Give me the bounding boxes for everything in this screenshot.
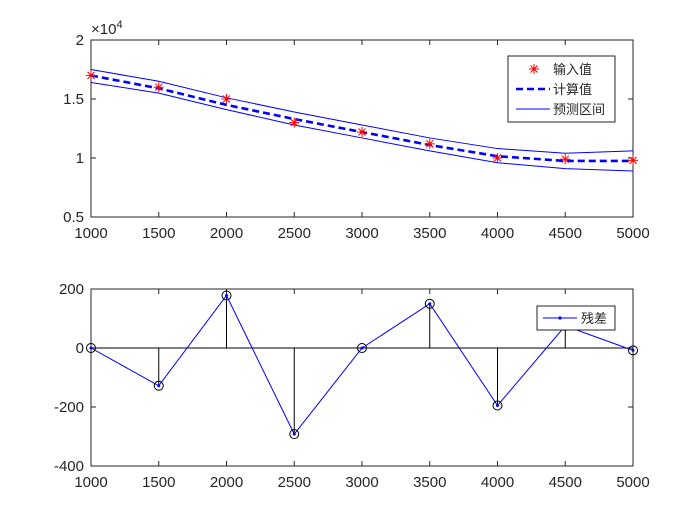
- residual-point: [89, 346, 93, 350]
- residual-circle: [424, 298, 435, 309]
- prediction-interval-upper: [90, 69, 634, 154]
- input-point: [357, 127, 367, 138]
- asterisk-stroke: [561, 155, 570, 164]
- residual-point: [428, 302, 432, 306]
- x-tick-label: 1000: [74, 474, 107, 491]
- x-tick-label: 1500: [142, 474, 175, 491]
- residual-circle: [221, 290, 232, 301]
- x-tick-label: 4500: [549, 474, 582, 491]
- x-tick-label: 4500: [549, 225, 582, 242]
- legend: 残差: [536, 305, 616, 331]
- x-tick-label: 2000: [210, 225, 243, 242]
- residual-point: [157, 384, 161, 388]
- x-tick-label: 1500: [142, 225, 175, 242]
- asterisk-stroke: [154, 83, 163, 92]
- subplot-1: 1000 1500 2000 2500 3000 3500 4000 4500 5000 0.5 1…: [63, 19, 650, 242]
- y-tick-label: 0.5: [63, 209, 84, 226]
- legend-label-input: 输入值: [553, 62, 592, 78]
- residual-point: [292, 432, 296, 436]
- input-point: [560, 154, 571, 165]
- y-tick-label: 200: [59, 281, 84, 298]
- asterisk-stroke: [290, 118, 299, 127]
- residual-point: [496, 404, 499, 408]
- input-point: [153, 82, 164, 93]
- asterisk-stroke: [629, 156, 637, 165]
- subplot-2: 1000 1500 2000 2500 3000 3500 4000 4500 5000-400…: [54, 281, 650, 491]
- residual-point: [360, 346, 364, 350]
- x-tick-label: 2500: [278, 225, 311, 242]
- input-point: [492, 153, 503, 163]
- x-tick-label: 3000: [345, 474, 378, 491]
- legend-label-residual: 残差: [581, 312, 607, 327]
- legend-marker-residual-dot: [558, 316, 562, 320]
- y-tick-label: -200: [54, 399, 84, 416]
- residual-circle: [289, 429, 300, 440]
- residual-point: [631, 348, 635, 352]
- x-tick-label: 3500: [413, 474, 446, 491]
- y-exponent-power: 4: [116, 19, 122, 31]
- legend-label-calculated: 计算值: [553, 82, 592, 98]
- legend-marker-input: [529, 64, 539, 74]
- y-tick-label: 1: [76, 150, 84, 167]
- x-tick-label: 2000: [210, 474, 243, 491]
- asterisk-stroke: [358, 128, 366, 136]
- asterisk-stroke: [493, 154, 502, 162]
- y-tick-label: 2: [76, 32, 84, 49]
- residual-circle: [492, 400, 503, 411]
- input-point: [221, 94, 232, 104]
- prediction-interval-lower: [90, 81, 634, 172]
- y-tick-label: 0: [76, 340, 84, 357]
- residual-circle: [86, 343, 96, 353]
- x-tick-label: 5000: [616, 225, 649, 242]
- residual-circle: [628, 345, 638, 356]
- residual-circle: [153, 380, 164, 391]
- input-point: [86, 70, 96, 81]
- y-tick-label: 1.5: [63, 91, 84, 108]
- input-point: [424, 138, 435, 149]
- y-exponent-label: ×104: [91, 19, 123, 38]
- x-tick-label: 3500: [413, 225, 446, 242]
- residual-point: [225, 293, 228, 297]
- asterisk-stroke: [425, 139, 434, 148]
- x-tick-label: 1000: [74, 225, 107, 242]
- asterisk-stroke: [222, 95, 231, 103]
- legend-box: [507, 55, 616, 123]
- asterisk-stroke: [87, 71, 95, 80]
- x-tick-label: 5000: [616, 474, 649, 491]
- legend-label-interval: 预测区间: [553, 103, 605, 118]
- input-point: [628, 155, 638, 166]
- x-tick-label: 3000: [345, 225, 378, 242]
- asterisk-stroke: [530, 65, 538, 73]
- x-tick-label: 2500: [278, 474, 311, 491]
- input-point: [289, 117, 300, 128]
- y-tick-label: -400: [54, 458, 84, 475]
- x-tick-label: 4000: [481, 225, 514, 242]
- x-tick-label: 4000: [481, 474, 514, 491]
- residual-circle: [357, 343, 367, 353]
